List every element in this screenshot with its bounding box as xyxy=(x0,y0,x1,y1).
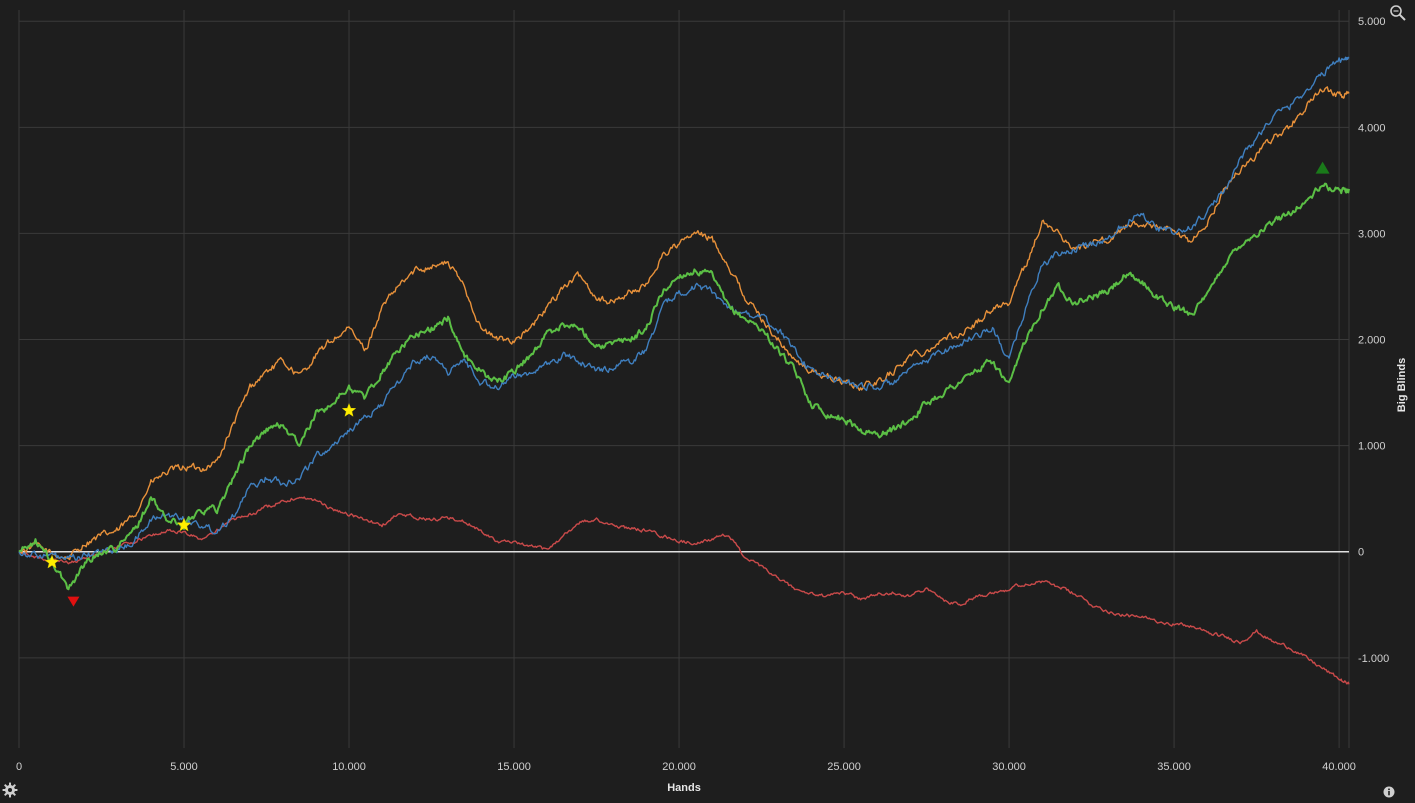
x-tick-label: 0 xyxy=(16,761,22,773)
x-tick-label: 5.000 xyxy=(170,761,198,773)
grid-layer xyxy=(18,10,1350,748)
series-line-3 xyxy=(18,496,1350,685)
x-tick-label: 20.000 xyxy=(662,761,696,773)
x-tick-label: 25.000 xyxy=(827,761,861,773)
low-point-marker xyxy=(67,596,80,607)
series-layer xyxy=(18,56,1350,685)
x-tick-label: 30.000 xyxy=(992,761,1026,773)
series-line-0 xyxy=(18,86,1350,561)
y-tick-label: 3.000 xyxy=(1358,228,1386,240)
marker-layer xyxy=(44,161,1330,607)
gear-icon[interactable] xyxy=(2,782,18,798)
x-axis-title: Hands xyxy=(667,782,701,794)
y-tick-label: 5.000 xyxy=(1358,16,1386,28)
x-tick-label: 35.000 xyxy=(1157,761,1191,773)
star-marker xyxy=(44,554,60,569)
y-axis-ticks: -1.000 0 1.000 2.000 3.000 4.000 5.000 xyxy=(1358,16,1389,665)
x-tick-label: 10.000 xyxy=(332,761,366,773)
y-tick-label: 2.000 xyxy=(1358,335,1386,347)
y-tick-label: 4.000 xyxy=(1358,122,1386,134)
star-marker xyxy=(341,402,357,417)
series-line-2 xyxy=(18,182,1350,591)
x-axis-ticks: 0 5.000 10.000 15.000 20.000 25.000 30.000 35.0… xyxy=(16,761,1356,773)
x-tick-label: 15.000 xyxy=(497,761,531,773)
y-axis-title: Big Blinds xyxy=(1396,358,1408,412)
info-icon[interactable] xyxy=(1383,785,1395,798)
star-marker xyxy=(176,517,192,532)
y-tick-label: -1.000 xyxy=(1358,653,1389,665)
y-tick-label: 1.000 xyxy=(1358,441,1386,453)
x-tick-label: 40.000 xyxy=(1322,761,1356,773)
series-line-1 xyxy=(18,56,1350,561)
magnifier-icon[interactable] xyxy=(1389,4,1407,22)
y-tick-label: 0 xyxy=(1358,547,1364,559)
high-point-marker xyxy=(1315,161,1330,174)
